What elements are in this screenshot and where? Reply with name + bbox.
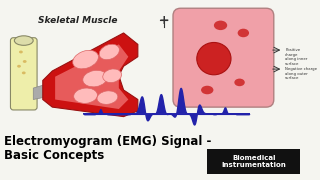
Ellipse shape xyxy=(214,21,227,30)
Text: Basic Concepts: Basic Concepts xyxy=(4,149,104,162)
Text: Biomedical
Instrumentation: Biomedical Instrumentation xyxy=(221,155,286,168)
Text: Skeletal Muscle: Skeletal Muscle xyxy=(38,16,117,25)
Ellipse shape xyxy=(14,36,33,45)
Ellipse shape xyxy=(201,86,213,94)
Polygon shape xyxy=(43,33,138,117)
Ellipse shape xyxy=(23,60,27,63)
FancyBboxPatch shape xyxy=(11,38,37,110)
Ellipse shape xyxy=(238,29,249,37)
FancyBboxPatch shape xyxy=(207,149,300,174)
Text: Electromyogram (EMG) Signal -: Electromyogram (EMG) Signal - xyxy=(4,135,211,148)
Text: +: + xyxy=(158,14,169,27)
Ellipse shape xyxy=(22,71,26,74)
Ellipse shape xyxy=(103,69,122,83)
Ellipse shape xyxy=(74,88,97,103)
Polygon shape xyxy=(33,82,52,100)
Ellipse shape xyxy=(197,42,231,75)
Ellipse shape xyxy=(19,51,23,53)
Ellipse shape xyxy=(99,44,119,60)
Ellipse shape xyxy=(73,50,99,69)
FancyBboxPatch shape xyxy=(173,8,274,107)
Ellipse shape xyxy=(83,70,107,87)
Text: Positive
charge
along inner
surface: Positive charge along inner surface xyxy=(285,48,308,66)
Polygon shape xyxy=(55,44,128,109)
Ellipse shape xyxy=(234,79,245,86)
Text: Negative charge
along outer
surface: Negative charge along outer surface xyxy=(285,67,317,80)
Ellipse shape xyxy=(17,65,21,68)
Ellipse shape xyxy=(97,91,118,104)
